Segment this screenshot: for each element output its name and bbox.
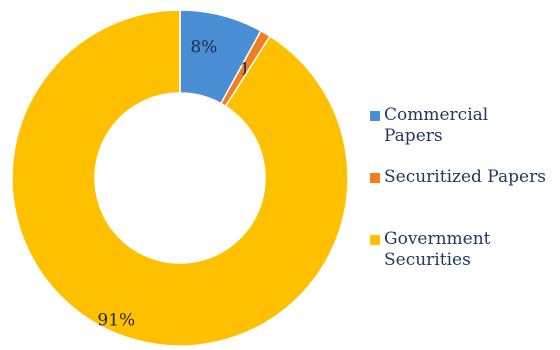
legend-label-line: Securitized Papers [384, 167, 546, 187]
chart-legend: Commercial Papers Securitized Papers Gov… [370, 0, 560, 346]
legend-label-commercial-papers: Commercial Papers [384, 105, 488, 147]
donut-slice-government-securities [11, 9, 349, 347]
data-label-government-securities: 91% [97, 310, 135, 330]
legend-label-line: Papers [384, 126, 443, 146]
legend-swatch-securitized-papers [370, 173, 380, 183]
legend-swatch-government-securities [370, 235, 380, 245]
legend-item-securitized-papers: Securitized Papers [370, 167, 546, 188]
legend-label-line: Securities [384, 250, 471, 270]
legend-label-line: Government [384, 229, 491, 249]
data-label-commercial-papers: 8% [190, 38, 217, 58]
legend-item-government-securities: Government Securities [370, 229, 491, 271]
legend-label-line: Commercial [384, 105, 489, 125]
legend-item-commercial-papers: Commercial Papers [370, 105, 488, 147]
legend-swatch-commercial-papers [370, 111, 380, 121]
legend-label-government-securities: Government Securities [384, 229, 491, 271]
legend-label-securitized-papers: Securitized Papers [384, 167, 546, 188]
